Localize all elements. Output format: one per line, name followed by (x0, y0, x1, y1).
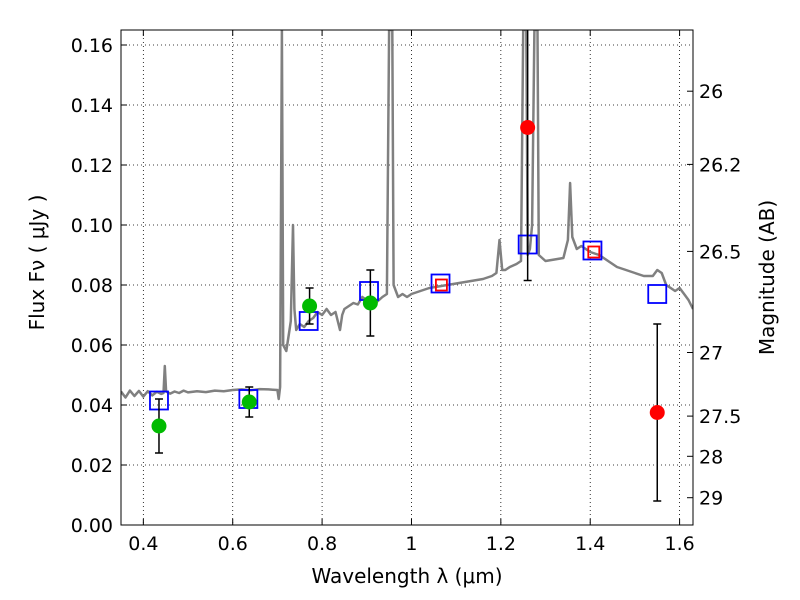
x-axis-label: Wavelength λ (μm) (311, 564, 502, 588)
y-tick-label: 0.04 (71, 395, 113, 417)
y2-tick-label: 27 (699, 343, 723, 365)
y-tick-label: 0.16 (71, 35, 113, 57)
x-tick-label: 1.2 (486, 533, 516, 555)
y2-tick-label: 26.5 (699, 241, 741, 263)
plot-content (121, 30, 693, 401)
model-square-marker-red (587, 245, 601, 259)
y-tick-label: 0.08 (71, 275, 113, 297)
y2-tick-label: 28 (699, 446, 723, 468)
y-tick-label: 0.10 (71, 215, 113, 237)
y2-tick-label: 27.5 (699, 406, 741, 428)
x-tick-label: 1.4 (575, 533, 605, 555)
spectrum-line (121, 30, 693, 401)
x-tick-label: 1 (405, 533, 417, 555)
measurement-point (649, 405, 665, 420)
model-square-marker-red (435, 278, 448, 292)
x-tick-label: 0.8 (307, 533, 337, 555)
y-axis-label: Flux Fν ( μJy ) (25, 195, 49, 331)
measurement-point (302, 298, 318, 314)
measurement-point (241, 394, 257, 410)
x-tick-label: 0.6 (218, 533, 248, 555)
y-tick-label: 0.12 (71, 155, 113, 177)
y-tick-label: 0.00 (71, 515, 113, 537)
y-tick-label: 0.14 (71, 95, 113, 117)
axis-ticks: 0.4 0.6 0.8 1 1.2 1.4 1.6 0.00 0.02 0.04 0.06 0.08 0… (71, 30, 741, 555)
plot-area (121, 30, 693, 502)
grid (121, 30, 693, 525)
model-square-marker (582, 240, 603, 261)
model-square-marker (430, 273, 451, 294)
y2-tick-label: 26.2 (699, 154, 741, 176)
measurement-point (362, 295, 378, 311)
model-square-marker (647, 284, 668, 304)
y2-tick-label: 29 (699, 488, 723, 510)
y2-axis-label: Magnitude (AB) (755, 200, 779, 355)
axes-frame (120, 29, 694, 526)
measurement-point (151, 418, 167, 434)
x-tick-label: 0.4 (128, 533, 158, 555)
y-tick-label: 0.02 (71, 455, 113, 477)
y2-tick-label: 26 (699, 81, 723, 103)
measurement-point (520, 120, 536, 135)
y-tick-label: 0.06 (71, 335, 113, 357)
x-tick-label: 1.6 (664, 533, 694, 555)
